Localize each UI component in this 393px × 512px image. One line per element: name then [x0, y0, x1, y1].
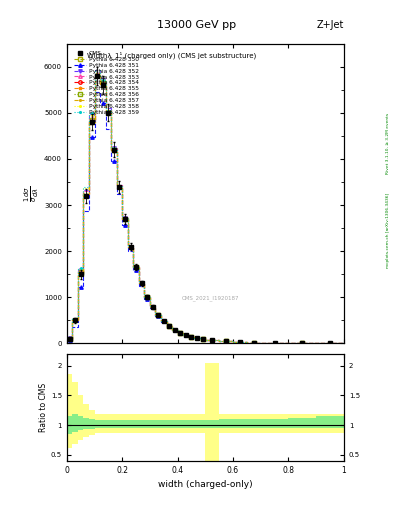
Bar	[139, 420, 144, 428]
Bar	[117, 420, 122, 428]
Bar	[178, 414, 183, 433]
Bar	[83, 418, 89, 429]
Bar	[128, 420, 133, 428]
Bar	[172, 414, 178, 433]
Bar	[111, 420, 117, 428]
Bar	[78, 395, 83, 440]
Bar	[288, 418, 316, 428]
Bar	[78, 416, 83, 431]
Bar	[128, 414, 133, 433]
Bar	[100, 414, 106, 433]
Bar	[233, 419, 247, 428]
Bar	[83, 404, 89, 437]
Bar	[72, 414, 78, 432]
Bar	[67, 416, 72, 434]
Bar	[150, 420, 156, 428]
Y-axis label: $\frac{1}{\sigma}\frac{d\sigma}{d\lambda}$: $\frac{1}{\sigma}\frac{d\sigma}{d\lambda…	[23, 185, 41, 202]
Bar	[133, 420, 139, 428]
Bar	[189, 420, 194, 428]
Bar	[122, 414, 128, 433]
Bar	[89, 419, 95, 429]
Bar	[161, 420, 167, 428]
Bar	[194, 420, 200, 428]
Text: CMS_2021_I1920187: CMS_2021_I1920187	[182, 295, 240, 302]
Bar	[67, 374, 72, 447]
Bar	[206, 362, 219, 461]
Bar	[167, 420, 172, 428]
Bar	[247, 419, 261, 428]
Bar	[156, 420, 161, 428]
Bar	[200, 420, 206, 428]
Text: mcplots.cern.ch [arXiv:1306.3436]: mcplots.cern.ch [arXiv:1306.3436]	[386, 193, 390, 268]
Bar	[183, 420, 189, 428]
Bar	[95, 414, 100, 433]
Bar	[247, 414, 261, 433]
Bar	[261, 419, 288, 428]
Bar	[139, 414, 144, 433]
Bar	[167, 414, 172, 433]
Bar	[89, 410, 95, 435]
Text: 13000 GeV pp: 13000 GeV pp	[157, 20, 236, 30]
Bar	[100, 420, 106, 428]
Bar	[144, 420, 150, 428]
Bar	[261, 414, 288, 433]
Bar	[183, 414, 189, 433]
Bar	[178, 420, 183, 428]
X-axis label: width (charged-only): width (charged-only)	[158, 480, 253, 489]
Bar	[111, 414, 117, 433]
Text: Z+Jet: Z+Jet	[316, 20, 344, 30]
Bar	[316, 414, 344, 433]
Legend: CMS, Pythia 6.428 350, Pythia 6.428 351, Pythia 6.428 352, Pythia 6.428 353, Pyt: CMS, Pythia 6.428 350, Pythia 6.428 351,…	[72, 50, 140, 116]
Bar	[156, 414, 161, 433]
Bar	[189, 414, 194, 433]
Bar	[316, 416, 344, 428]
Bar	[233, 414, 247, 433]
Bar	[200, 414, 206, 433]
Bar	[117, 414, 122, 433]
Bar	[206, 420, 219, 428]
Bar	[161, 414, 167, 433]
Bar	[133, 414, 139, 433]
Y-axis label: Ratio to CMS: Ratio to CMS	[39, 382, 48, 432]
Bar	[144, 414, 150, 433]
Bar	[194, 414, 200, 433]
Bar	[288, 414, 316, 433]
Bar	[122, 420, 128, 428]
Bar	[106, 414, 111, 433]
Text: Widthλ_1¹ (charged only) (CMS jet substructure): Widthλ_1¹ (charged only) (CMS jet substr…	[88, 51, 257, 59]
Bar	[219, 419, 233, 428]
Text: Rivet 3.1.10, ≥ 3.2M events: Rivet 3.1.10, ≥ 3.2M events	[386, 113, 390, 174]
Bar	[106, 420, 111, 428]
Bar	[150, 414, 156, 433]
Bar	[172, 420, 178, 428]
Bar	[72, 382, 78, 444]
Bar	[95, 420, 100, 428]
Bar	[219, 414, 233, 433]
